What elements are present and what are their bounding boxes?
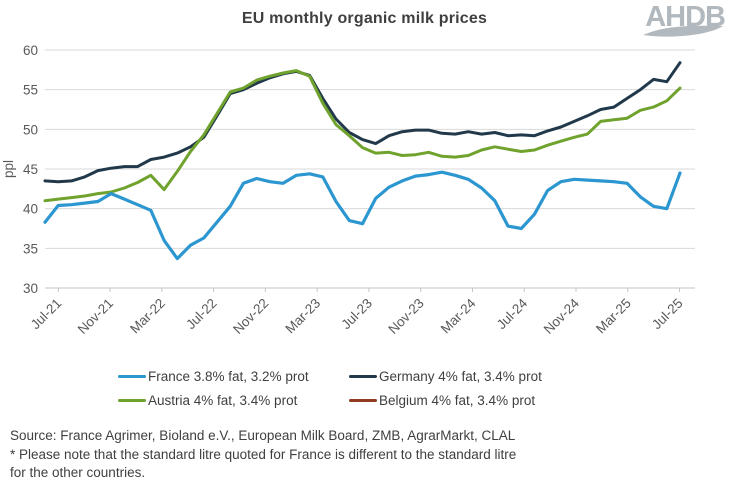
svg-text:Mar-23: Mar-23 — [282, 296, 323, 337]
svg-text:Mar-25: Mar-25 — [593, 296, 634, 337]
legend-label-belgium: Belgium 4% fat, 3.4% prot — [379, 393, 536, 408]
austria-line-swatch-icon — [118, 398, 146, 403]
ahdb-logo-swoosh-icon — [643, 25, 723, 37]
svg-text:Jul-24: Jul-24 — [494, 295, 531, 332]
legend-item-austria: Austria 4% fat, 3.4% prot — [118, 393, 349, 408]
svg-text:45: 45 — [23, 162, 38, 177]
legend-item-france: France 3.8% fat, 3.2% prot — [118, 369, 349, 384]
svg-text:50: 50 — [23, 122, 38, 137]
svg-text:Nov-23: Nov-23 — [385, 296, 426, 337]
svg-text:Mar-22: Mar-22 — [127, 296, 168, 337]
svg-text:35: 35 — [23, 241, 38, 256]
chart-legend: France 3.8% fat, 3.2% prot Germany 4% fa… — [118, 369, 542, 408]
source-note: Source: France Agrimer, Bioland e.V., Eu… — [10, 427, 710, 483]
france-line-swatch-icon — [118, 374, 146, 379]
svg-text:Jul-25: Jul-25 — [649, 296, 686, 333]
svg-text:Mar-24: Mar-24 — [438, 295, 479, 336]
svg-text:Nov-21: Nov-21 — [75, 296, 116, 337]
price-chart: 30 35 40 45 50 55 60 Jul-21 Nov-21 Mar-22 Jul-22 No… — [1, 43, 695, 337]
svg-text:Jul-21: Jul-21 — [28, 296, 65, 333]
belgium-line-swatch-icon — [349, 398, 377, 403]
ahdb-logo: AHDB — [641, 3, 726, 46]
svg-text:Jul-22: Jul-22 — [183, 296, 220, 333]
source-line-3: for the other countries. — [10, 465, 146, 480]
source-line-1: Source: France Agrimer, Bioland e.V., Eu… — [10, 428, 516, 443]
germany-line-swatch-icon — [349, 374, 377, 379]
legend-item-belgium: Belgium 4% fat, 3.4% prot — [349, 393, 542, 408]
svg-text:ppl: ppl — [1, 160, 16, 178]
svg-text:55: 55 — [23, 83, 38, 98]
svg-text:Jul-23: Jul-23 — [338, 296, 375, 333]
svg-text:40: 40 — [23, 202, 38, 217]
legend-label-france: France 3.8% fat, 3.2% prot — [148, 369, 309, 384]
svg-text:30: 30 — [23, 281, 38, 296]
source-line-2: * Please note that the standard litre qu… — [10, 446, 517, 462]
legend-label-germany: Germany 4% fat, 3.4% prot — [379, 369, 542, 384]
svg-text:Nov-22: Nov-22 — [230, 296, 271, 337]
svg-text:60: 60 — [23, 43, 38, 58]
chart-title: EU monthly organic milk prices — [241, 10, 488, 27]
svg-text:Nov-24: Nov-24 — [541, 295, 583, 337]
legend-label-austria: Austria 4% fat, 3.4% prot — [148, 393, 298, 408]
legend-item-germany: Germany 4% fat, 3.4% prot — [349, 369, 542, 384]
